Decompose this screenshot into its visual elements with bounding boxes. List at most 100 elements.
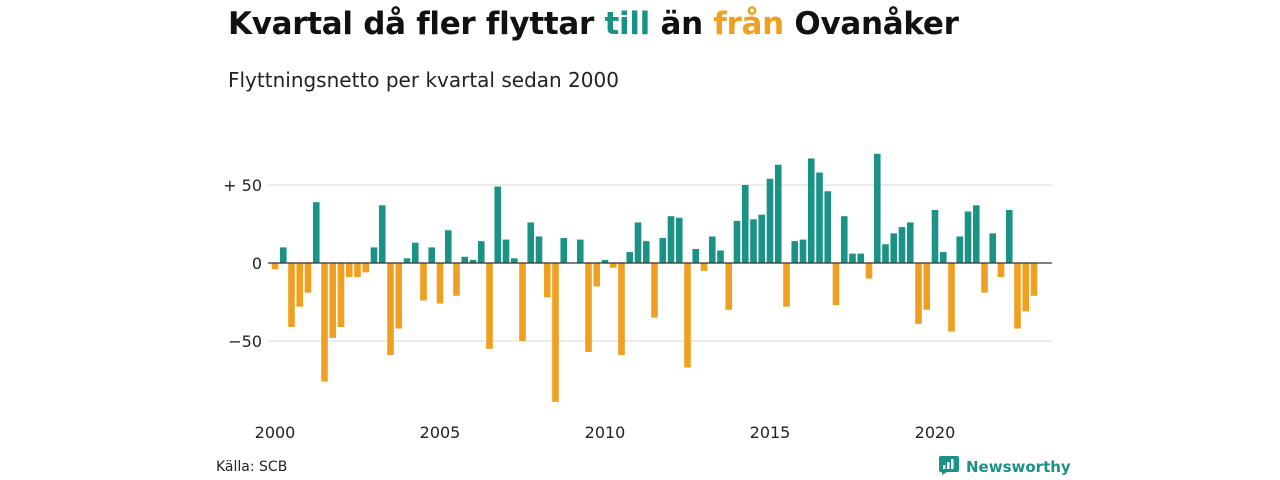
y-tick-label: −50 <box>228 332 262 351</box>
brand: Newsworthy <box>938 456 1071 478</box>
bar <box>527 222 535 263</box>
x-tick-label: 2015 <box>750 423 791 442</box>
bar <box>312 202 320 263</box>
bar <box>725 263 733 310</box>
newsworthy-logo-icon <box>938 454 960 480</box>
bar <box>684 263 691 368</box>
bar <box>279 247 287 263</box>
bar <box>981 263 988 293</box>
bar <box>964 211 972 263</box>
bar <box>354 263 361 278</box>
bar <box>675 217 683 263</box>
bar <box>651 263 658 318</box>
bar <box>519 263 526 341</box>
bar <box>444 230 452 263</box>
bar <box>1005 209 1013 263</box>
bar <box>766 178 774 263</box>
bar <box>403 258 411 263</box>
bar <box>370 247 378 263</box>
bar <box>816 172 823 263</box>
bar <box>832 263 840 306</box>
bar <box>857 253 865 263</box>
bar <box>791 241 799 263</box>
bar <box>453 263 460 296</box>
bar <box>387 263 394 356</box>
bar <box>609 263 617 268</box>
bar <box>692 248 700 263</box>
y-tick-label: 0 <box>252 254 262 273</box>
bar <box>906 222 914 263</box>
bar <box>923 263 931 310</box>
bar <box>758 214 766 263</box>
bar <box>618 263 625 356</box>
bar <box>296 263 304 307</box>
x-tick-label: 2020 <box>915 423 956 442</box>
bar <box>972 205 980 263</box>
bar <box>560 238 568 263</box>
bar <box>593 263 601 287</box>
bar <box>321 263 328 382</box>
bar <box>626 252 634 263</box>
bar <box>873 153 881 263</box>
bar <box>774 164 782 263</box>
bar <box>362 263 370 273</box>
bar <box>395 263 403 329</box>
bar <box>271 263 279 270</box>
bar <box>659 238 667 263</box>
bar <box>576 239 584 263</box>
title-part-2: än <box>649 6 714 42</box>
bar <box>956 236 964 263</box>
title-part-3: Ovanåker <box>783 6 959 42</box>
bar <box>750 219 757 263</box>
bar <box>700 263 708 271</box>
bar <box>345 263 353 278</box>
bar <box>601 259 609 263</box>
title-part-1: Kvartal då fler flyttar <box>228 6 605 42</box>
bar <box>494 186 502 263</box>
bar <box>502 239 510 263</box>
x-tick-label: 2005 <box>420 423 461 442</box>
bar <box>461 256 469 263</box>
bar <box>890 233 898 263</box>
source-note: Källa: SCB <box>216 459 288 475</box>
bar <box>799 239 807 263</box>
bar <box>783 263 790 307</box>
bar <box>840 216 848 263</box>
bar <box>939 252 947 263</box>
bar <box>477 241 485 263</box>
bar <box>420 263 427 301</box>
bar <box>1014 263 1021 329</box>
bar <box>1030 263 1038 296</box>
bar <box>717 250 724 263</box>
bar <box>849 253 856 263</box>
bar <box>337 263 345 327</box>
bar <box>535 236 543 263</box>
bar <box>469 259 477 263</box>
x-tick-label: 2000 <box>255 423 296 442</box>
bar <box>288 263 295 327</box>
bar <box>1022 263 1030 312</box>
bar <box>585 263 592 352</box>
chart-subtitle: Flyttningsnetto per kvartal sedan 2000 <box>228 68 619 92</box>
bar <box>329 263 337 338</box>
bar <box>428 247 436 263</box>
bar <box>411 242 419 263</box>
bar <box>931 209 939 263</box>
bar <box>486 263 493 349</box>
bar <box>807 158 815 263</box>
title-fran: från <box>713 6 784 42</box>
bar <box>865 263 873 279</box>
bar <box>989 233 997 263</box>
bar <box>948 263 955 332</box>
bar <box>634 222 642 263</box>
bar <box>667 216 675 263</box>
chart-title: Kvartal då fler flyttar till än från Ova… <box>228 6 959 42</box>
bar <box>915 263 922 324</box>
bar <box>436 263 444 304</box>
bar <box>882 244 889 263</box>
bar <box>552 263 559 402</box>
bar <box>708 236 716 263</box>
bar <box>741 185 749 263</box>
bar <box>304 263 312 293</box>
